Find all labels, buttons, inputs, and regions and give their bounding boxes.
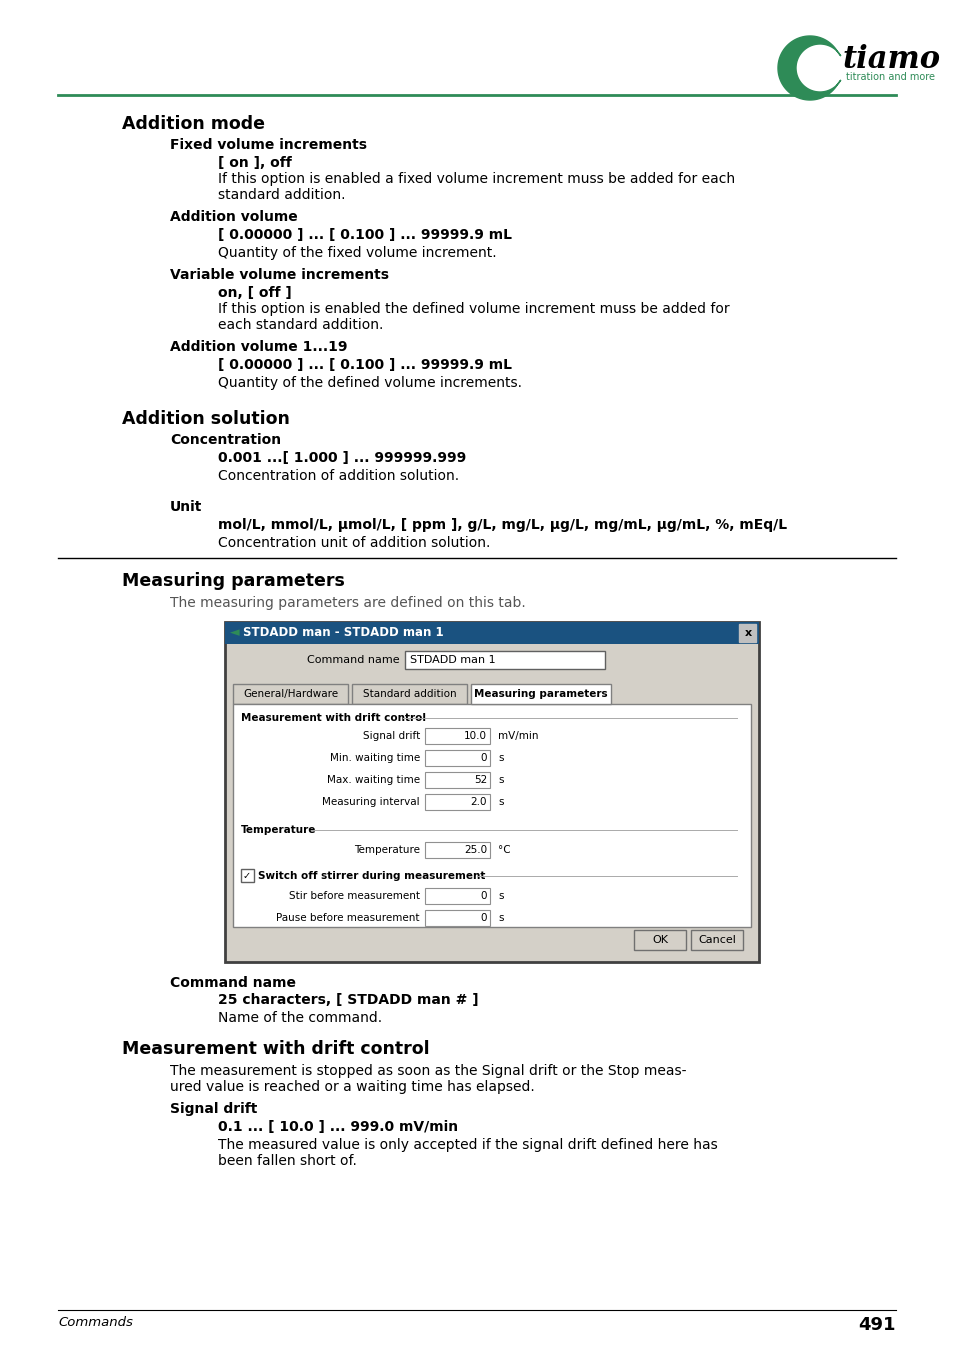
Text: 10.0: 10.0	[463, 731, 486, 740]
Text: 0.001 ...[ 1.000 ] ... 999999.999: 0.001 ...[ 1.000 ] ... 999999.999	[218, 451, 466, 465]
Text: 25.0: 25.0	[463, 844, 486, 855]
FancyBboxPatch shape	[471, 684, 610, 704]
FancyBboxPatch shape	[233, 704, 750, 927]
Text: Max. waiting time: Max. waiting time	[327, 775, 419, 785]
Text: s: s	[497, 775, 503, 785]
Text: Temperature: Temperature	[354, 844, 419, 855]
Text: [ 0.00000 ] ... [ 0.100 ] ... 99999.9 mL: [ 0.00000 ] ... [ 0.100 ] ... 99999.9 mL	[218, 358, 512, 372]
Text: The measurement is stopped as soon as the Signal drift or the Stop meas-
ured va: The measurement is stopped as soon as th…	[170, 1065, 686, 1094]
FancyBboxPatch shape	[225, 621, 759, 962]
Text: Min. waiting time: Min. waiting time	[330, 753, 419, 763]
Text: The measured value is only accepted if the signal drift defined here has
been fa: The measured value is only accepted if t…	[218, 1138, 717, 1169]
Text: If this option is enabled a fixed volume increment muss be added for each
standa: If this option is enabled a fixed volume…	[218, 172, 735, 203]
Text: Measuring parameters: Measuring parameters	[474, 689, 607, 698]
Text: [ on ], off: [ on ], off	[218, 155, 292, 170]
Text: Quantity of the fixed volume increment.: Quantity of the fixed volume increment.	[218, 246, 497, 259]
FancyBboxPatch shape	[352, 684, 467, 704]
Text: mol/L, mmol/L, μmol/L, [ ppm ], g/L, mg/L, μg/L, mg/mL, μg/mL, %, mEq/L: mol/L, mmol/L, μmol/L, [ ppm ], g/L, mg/…	[218, 517, 786, 532]
FancyBboxPatch shape	[424, 771, 490, 788]
FancyBboxPatch shape	[690, 929, 742, 950]
Text: 0: 0	[480, 913, 486, 923]
FancyBboxPatch shape	[634, 929, 685, 950]
Text: Addition mode: Addition mode	[122, 115, 265, 132]
Text: 0: 0	[480, 892, 486, 901]
Text: Variable volume increments: Variable volume increments	[170, 267, 389, 282]
Text: Addition volume 1...19: Addition volume 1...19	[170, 340, 347, 354]
Text: Unit: Unit	[170, 500, 202, 513]
Text: s: s	[497, 797, 503, 807]
Text: Standard addition: Standard addition	[362, 689, 456, 698]
Text: Quantity of the defined volume increments.: Quantity of the defined volume increment…	[218, 376, 521, 390]
Text: Signal drift: Signal drift	[362, 731, 419, 740]
Text: Concentration of addition solution.: Concentration of addition solution.	[218, 469, 458, 484]
FancyBboxPatch shape	[225, 621, 759, 644]
Text: Concentration unit of addition solution.: Concentration unit of addition solution.	[218, 536, 490, 550]
FancyBboxPatch shape	[424, 728, 490, 744]
Text: Commands: Commands	[58, 1316, 132, 1329]
FancyBboxPatch shape	[233, 684, 348, 704]
Text: x: x	[743, 628, 751, 638]
Text: Stir before measurement: Stir before measurement	[289, 892, 419, 901]
Text: 0.1 ... [ 10.0 ] ... 999.0 mV/min: 0.1 ... [ 10.0 ] ... 999.0 mV/min	[218, 1120, 457, 1133]
Text: OK: OK	[651, 935, 667, 944]
Text: If this option is enabled the defined volume increment muss be added for
each st: If this option is enabled the defined vo…	[218, 303, 729, 332]
FancyBboxPatch shape	[241, 869, 253, 882]
Text: Command name: Command name	[307, 655, 399, 665]
Text: s: s	[497, 892, 503, 901]
Text: The measuring parameters are defined on this tab.: The measuring parameters are defined on …	[170, 596, 525, 611]
Text: s: s	[497, 913, 503, 923]
Text: titration and more: titration and more	[845, 72, 934, 82]
Text: °C: °C	[497, 844, 510, 855]
Text: Measurement with drift control: Measurement with drift control	[122, 1040, 429, 1058]
Text: Fixed volume increments: Fixed volume increments	[170, 138, 367, 153]
Text: 2.0: 2.0	[470, 797, 486, 807]
Text: tiamo: tiamo	[842, 45, 941, 76]
Text: Measuring parameters: Measuring parameters	[122, 571, 345, 590]
Text: ◄: ◄	[230, 627, 239, 639]
Text: Measuring interval: Measuring interval	[322, 797, 419, 807]
FancyBboxPatch shape	[424, 750, 490, 766]
FancyBboxPatch shape	[405, 651, 604, 669]
FancyBboxPatch shape	[424, 842, 490, 858]
Text: Signal drift: Signal drift	[170, 1102, 257, 1116]
Text: Switch off stirrer during measurement: Switch off stirrer during measurement	[257, 871, 485, 881]
Text: mV/min: mV/min	[497, 731, 537, 740]
FancyBboxPatch shape	[424, 888, 490, 904]
Text: ✓: ✓	[243, 871, 251, 881]
Text: General/Hardware: General/Hardware	[243, 689, 337, 698]
FancyBboxPatch shape	[424, 911, 490, 925]
Text: 0: 0	[480, 753, 486, 763]
Text: ™: ™	[904, 51, 915, 62]
Text: Cancel: Cancel	[698, 935, 735, 944]
Text: STDADD man 1: STDADD man 1	[410, 655, 496, 665]
Text: Temperature: Temperature	[241, 825, 316, 835]
Text: Pause before measurement: Pause before measurement	[276, 913, 419, 923]
Text: Addition solution: Addition solution	[122, 409, 290, 428]
Polygon shape	[778, 36, 840, 100]
Text: s: s	[497, 753, 503, 763]
Text: Command name: Command name	[170, 975, 295, 990]
Text: 25 characters, [ STDADD man # ]: 25 characters, [ STDADD man # ]	[218, 993, 478, 1006]
Text: Concentration: Concentration	[170, 434, 281, 447]
FancyBboxPatch shape	[739, 624, 755, 642]
Text: Name of the command.: Name of the command.	[218, 1011, 382, 1025]
Text: on, [ off ]: on, [ off ]	[218, 286, 292, 300]
Text: 52: 52	[474, 775, 486, 785]
Text: STDADD man - STDADD man 1: STDADD man - STDADD man 1	[243, 627, 443, 639]
Text: 491: 491	[858, 1316, 895, 1333]
FancyBboxPatch shape	[424, 794, 490, 811]
Text: Addition volume: Addition volume	[170, 209, 297, 224]
Text: [ 0.00000 ] ... [ 0.100 ] ... 99999.9 mL: [ 0.00000 ] ... [ 0.100 ] ... 99999.9 mL	[218, 228, 512, 242]
Text: Measurement with drift control: Measurement with drift control	[241, 713, 426, 723]
